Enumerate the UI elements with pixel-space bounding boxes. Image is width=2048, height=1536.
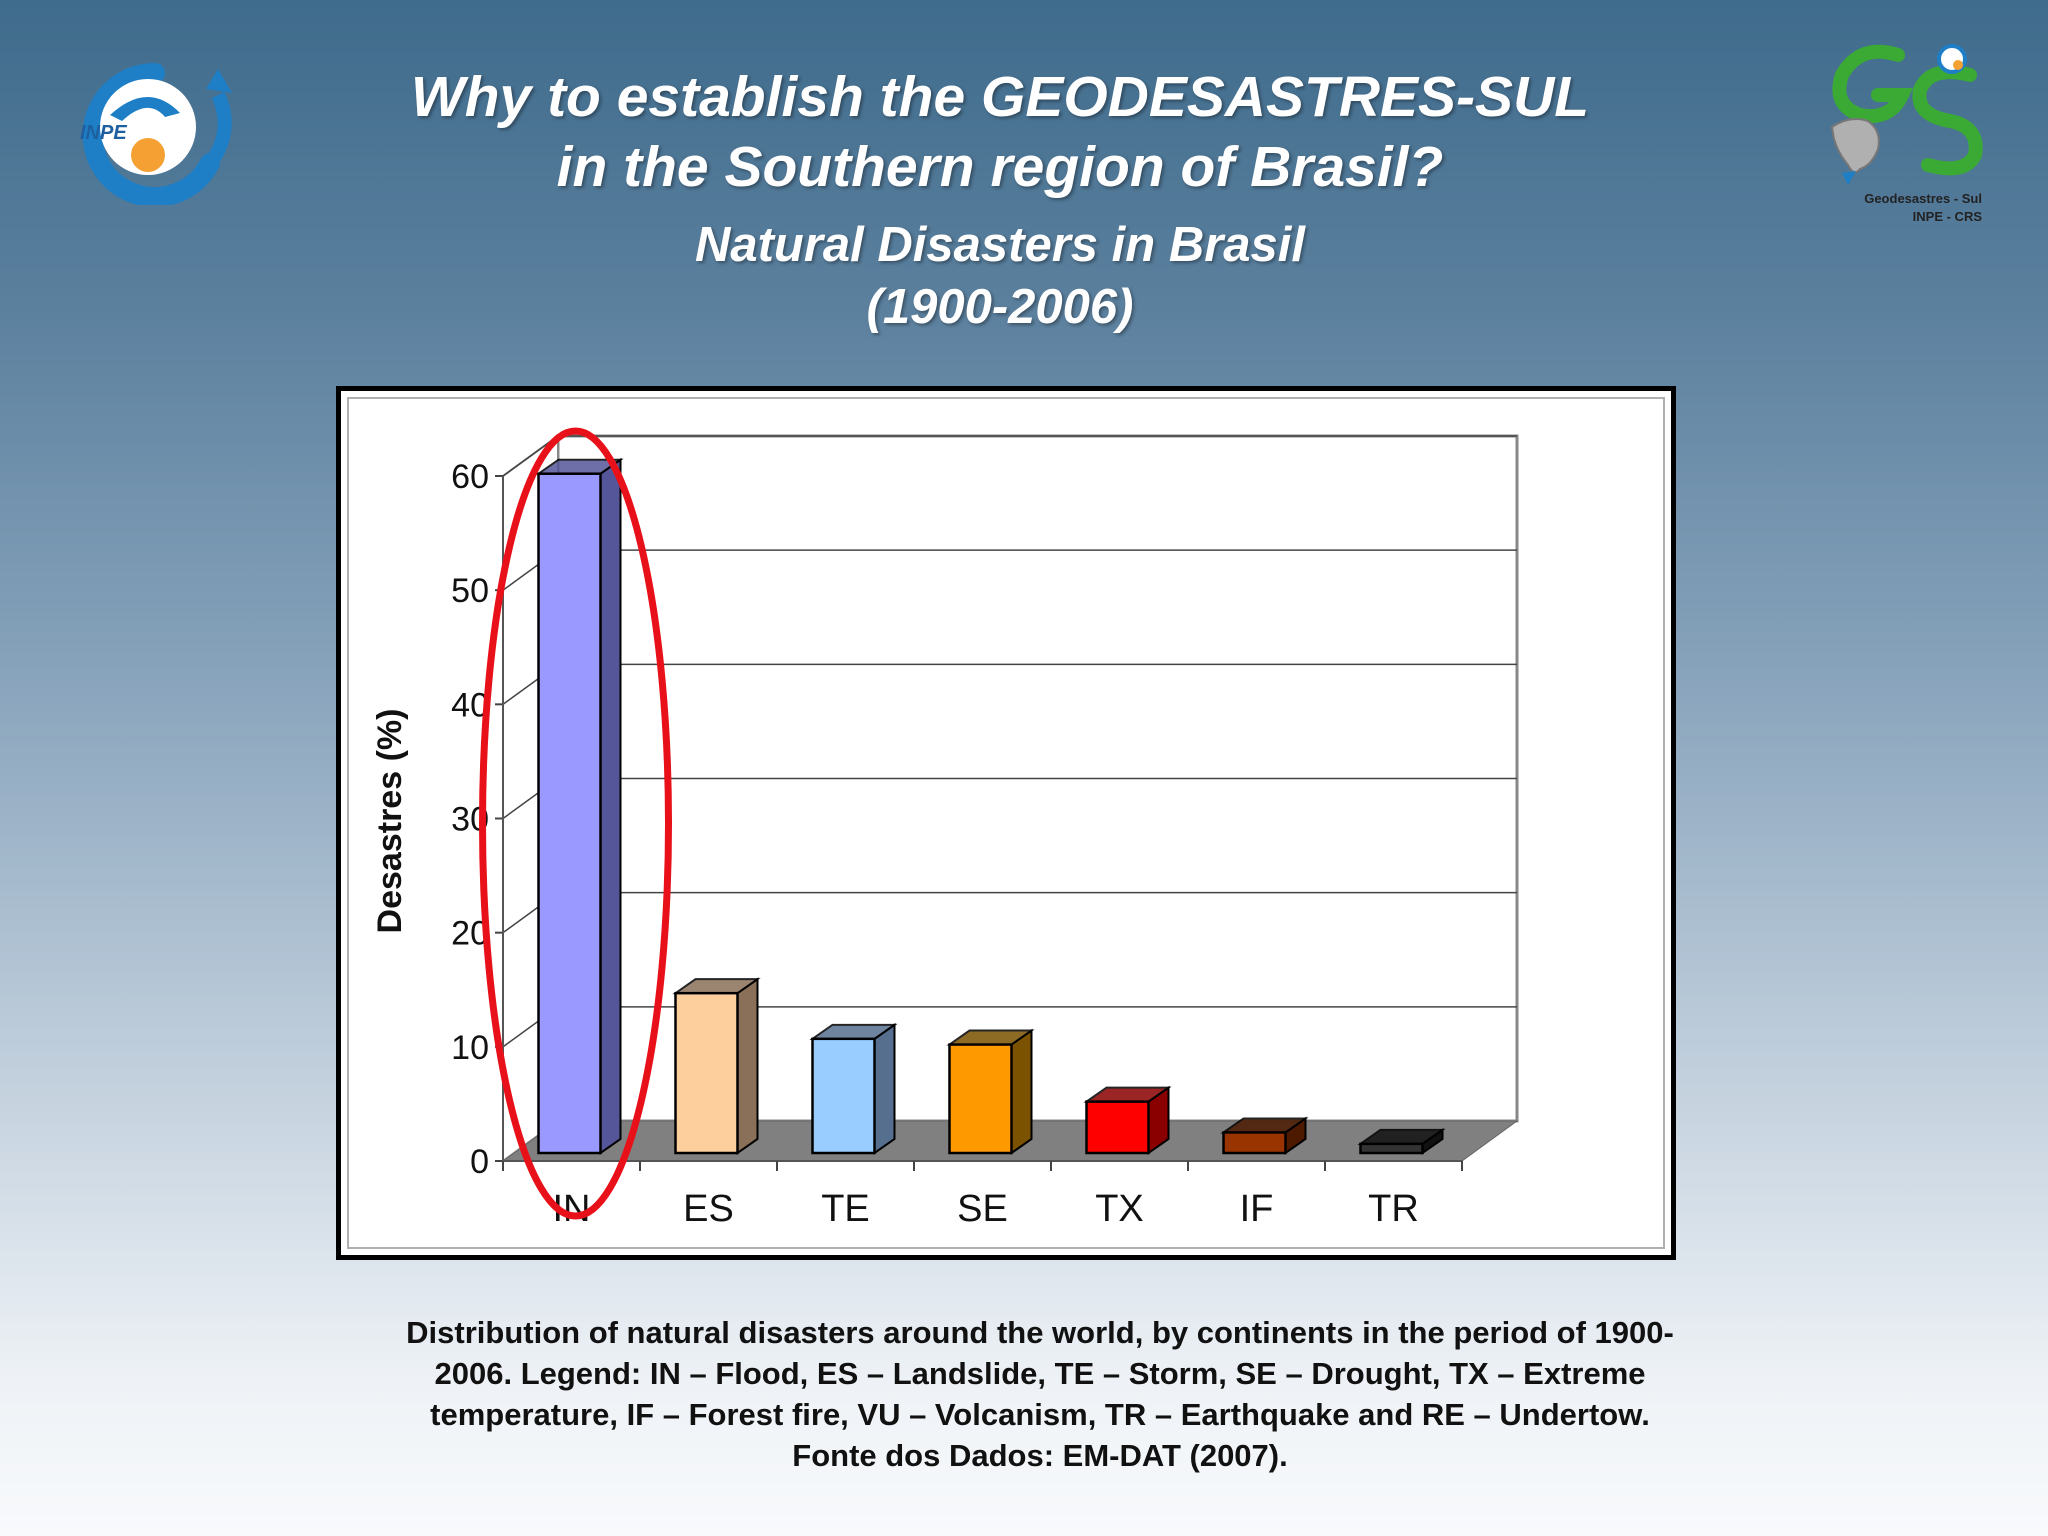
bar-in [537,472,602,1155]
bar-te [811,1037,876,1155]
logo-caption-line2: INPE - CRS [1912,209,1982,224]
y-tick-label: 60 [451,458,489,496]
inpe-logo: INPE [60,55,240,207]
bar-side [736,977,759,1155]
caption-line-3: temperature, IF – Forest fire, VU – Volc… [430,1397,1650,1432]
geodesastres-caption: Geodesastres - Sul INPE - CRS [1820,190,1982,226]
bar-side [599,457,622,1155]
caption-line-1: Distribution of natural disasters around… [406,1315,1674,1350]
bar-tr [1359,1142,1424,1155]
caption-line-4: Fonte dos Dados: EM-DAT (2007). [792,1438,1288,1473]
y-tick-label: 10 [451,1029,489,1067]
bar-es [674,991,739,1155]
title-line-2: in the Southern region of Brasil? [556,135,1444,199]
bar-se [948,1043,1013,1155]
x-tick-label: TR [1368,1188,1419,1230]
svg-text:INPE: INPE [80,122,127,144]
slide-subtitle: Natural Disasters in Brasil (1900-2006) [500,214,1500,338]
geodesastres-logo [1820,35,2000,235]
chart-inner-border [347,397,1665,1249]
subtitle-line-1: Natural Disasters in Brasil [694,218,1306,272]
x-tick-label: SE [957,1188,1008,1230]
x-tick-label: ES [683,1188,734,1230]
figure-caption: Distribution of natural disasters around… [330,1312,1750,1476]
slide-title: Why to establish the GEODESASTRES-SUL in… [340,62,1660,202]
bar-side [1010,1028,1033,1155]
logo-caption-line1: Geodesastres - Sul [1864,191,1982,206]
subtitle-line-2: (1900-2006) [866,280,1134,334]
y-axis-label: Desastres (%) [371,709,409,934]
caption-line-2: 2006. Legend: IN – Flood, ES – Landslide… [434,1356,1646,1391]
bar-side [873,1022,896,1155]
x-tick-label: TE [821,1188,870,1230]
title-line-1: Why to establish the GEODESASTRES-SUL [410,65,1590,129]
highlight-ellipse [479,427,672,1220]
y-tick-label: 0 [470,1143,489,1181]
chart-frame: 0 10 20 30 40 50 60 Desastres (%) IN ES TE SE TX IF TR [336,386,1676,1260]
bar-tx [1085,1100,1150,1155]
x-tick-label: TX [1095,1188,1144,1230]
bar-if [1222,1131,1287,1155]
x-tick-label: IF [1240,1188,1274,1230]
y-tick-label: 50 [451,572,489,610]
